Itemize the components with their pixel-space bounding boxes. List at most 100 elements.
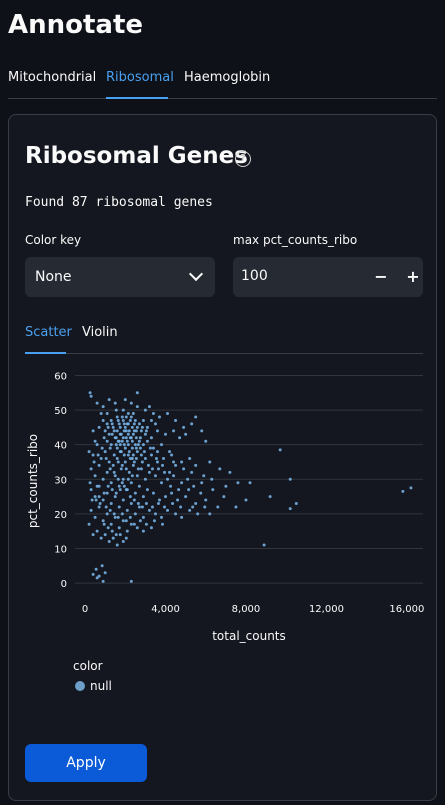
data-point bbox=[118, 432, 122, 436]
x-tick-label: 16,000 bbox=[389, 604, 424, 615]
data-point bbox=[121, 519, 125, 523]
increment-button[interactable]: + bbox=[406, 267, 420, 286]
data-point bbox=[224, 484, 228, 488]
data-point bbox=[288, 477, 292, 481]
data-point bbox=[88, 481, 92, 485]
max-pct-input[interactable] bbox=[241, 268, 351, 284]
data-point bbox=[143, 432, 147, 436]
tab-violin[interactable]: Violin bbox=[82, 325, 118, 340]
data-point bbox=[135, 405, 139, 409]
y-tick-label: 40 bbox=[54, 441, 67, 452]
data-point bbox=[138, 446, 142, 450]
data-point bbox=[148, 446, 152, 450]
data-point bbox=[138, 519, 142, 523]
x-tick-label: 0 bbox=[82, 604, 88, 615]
data-point bbox=[95, 484, 99, 488]
data-point bbox=[99, 457, 103, 461]
tab-mitochondrial[interactable]: Mitochondrial bbox=[8, 70, 97, 85]
data-point bbox=[170, 491, 174, 495]
data-point bbox=[115, 429, 119, 433]
data-point bbox=[154, 457, 158, 461]
data-point bbox=[152, 519, 156, 523]
data-point bbox=[172, 429, 176, 433]
legend-swatch bbox=[75, 681, 85, 691]
color-key-select[interactable]: None bbox=[25, 257, 215, 297]
tab-ribosomal[interactable]: Ribosomal bbox=[106, 70, 174, 85]
data-point bbox=[115, 457, 119, 461]
data-point bbox=[204, 498, 208, 502]
data-point bbox=[190, 422, 194, 426]
data-point bbox=[128, 436, 132, 440]
data-point bbox=[218, 467, 222, 471]
data-point bbox=[149, 526, 153, 530]
data-point bbox=[208, 460, 212, 464]
data-point bbox=[92, 460, 96, 464]
data-point bbox=[109, 481, 113, 485]
data-point bbox=[137, 484, 141, 488]
data-point bbox=[244, 498, 248, 502]
data-point bbox=[87, 522, 91, 526]
data-point bbox=[180, 515, 184, 519]
data-point bbox=[115, 415, 119, 419]
data-point bbox=[125, 529, 129, 533]
data-point bbox=[124, 488, 128, 492]
data-point bbox=[137, 505, 141, 509]
data-point bbox=[138, 436, 142, 440]
data-point bbox=[131, 463, 135, 467]
data-point bbox=[108, 446, 112, 450]
data-point bbox=[140, 505, 144, 509]
y-tick-label: 60 bbox=[54, 371, 67, 382]
data-point bbox=[155, 429, 159, 433]
data-point bbox=[163, 470, 167, 474]
data-point bbox=[156, 501, 160, 505]
data-point bbox=[114, 436, 118, 440]
data-point bbox=[106, 425, 110, 429]
data-point bbox=[123, 460, 127, 464]
data-point bbox=[120, 463, 124, 467]
data-point bbox=[95, 401, 99, 405]
data-point bbox=[102, 522, 106, 526]
tab-haemoglobin[interactable]: Haemoglobin bbox=[184, 70, 271, 85]
data-point bbox=[210, 477, 214, 481]
data-point bbox=[130, 474, 134, 478]
data-point bbox=[94, 498, 98, 502]
data-point bbox=[141, 515, 145, 519]
data-point bbox=[141, 495, 145, 499]
data-point bbox=[172, 460, 176, 464]
data-point bbox=[89, 467, 93, 471]
data-point bbox=[91, 533, 95, 537]
data-point bbox=[124, 415, 128, 419]
data-point bbox=[129, 481, 133, 485]
data-point bbox=[146, 463, 150, 467]
question-circle-icon[interactable]: ? bbox=[235, 151, 251, 167]
data-point bbox=[174, 512, 178, 516]
data-point bbox=[91, 453, 95, 457]
data-point bbox=[116, 460, 120, 464]
data-point bbox=[228, 470, 232, 474]
page-title: Annotate bbox=[8, 10, 144, 40]
data-point bbox=[101, 405, 105, 409]
data-point bbox=[116, 418, 120, 422]
section-title: Ribosomal Genes bbox=[25, 143, 248, 169]
data-point bbox=[125, 508, 129, 512]
apply-button[interactable]: Apply bbox=[25, 744, 147, 782]
data-point bbox=[97, 505, 101, 509]
data-point bbox=[196, 512, 200, 516]
data-point bbox=[117, 526, 121, 530]
data-point bbox=[182, 467, 186, 471]
data-point bbox=[166, 412, 170, 416]
data-point bbox=[109, 418, 113, 422]
data-point bbox=[401, 489, 405, 493]
data-point bbox=[136, 501, 140, 505]
data-point bbox=[216, 505, 220, 509]
data-point bbox=[130, 425, 134, 429]
data-point bbox=[169, 484, 173, 488]
data-point bbox=[95, 443, 99, 447]
tab-scatter[interactable]: Scatter bbox=[25, 325, 72, 340]
data-point bbox=[143, 408, 147, 412]
x-tick-label: 12,000 bbox=[309, 604, 344, 615]
decrement-button[interactable]: − bbox=[374, 267, 388, 286]
data-point bbox=[144, 501, 148, 505]
data-point bbox=[155, 460, 159, 464]
data-point bbox=[132, 460, 136, 464]
